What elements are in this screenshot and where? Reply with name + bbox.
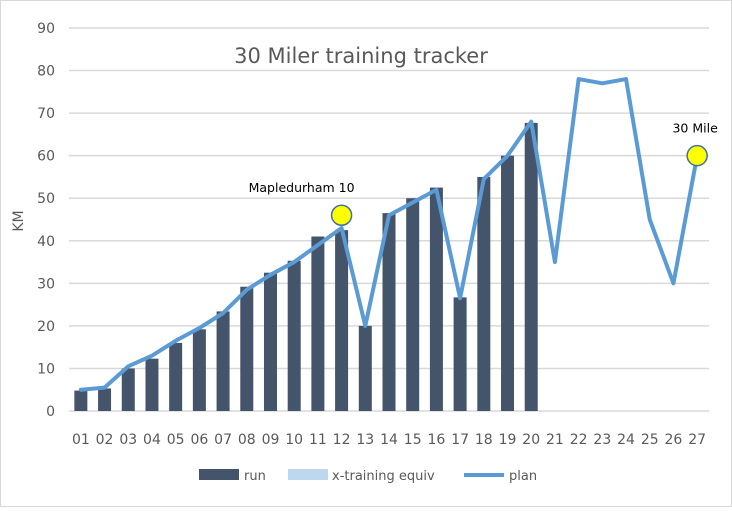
x-tick-label: 16 bbox=[427, 432, 445, 448]
bar-run bbox=[122, 368, 135, 411]
annotation-label: Mapledurham 10 bbox=[249, 180, 355, 195]
bar-run bbox=[288, 261, 301, 411]
x-tick-label: 12 bbox=[333, 432, 351, 448]
bar-run bbox=[359, 326, 372, 411]
x-tick-label: 20 bbox=[522, 432, 540, 448]
bar-run bbox=[169, 343, 182, 411]
bar-run bbox=[193, 329, 206, 411]
x-tick-label: 26 bbox=[665, 432, 683, 448]
y-axis-label: KM bbox=[11, 210, 27, 231]
y-tick-label: 80 bbox=[37, 64, 55, 80]
x-tick-label: 04 bbox=[143, 432, 161, 448]
y-tick-label: 50 bbox=[37, 191, 55, 207]
y-tick-label: 10 bbox=[37, 361, 55, 377]
x-tick-label: 06 bbox=[190, 432, 208, 448]
x-tick-label: 22 bbox=[570, 432, 588, 448]
bar-run bbox=[430, 188, 443, 411]
annotation-marker bbox=[687, 146, 707, 166]
y-tick-label: 0 bbox=[46, 404, 55, 420]
x-tick-label: 23 bbox=[593, 432, 611, 448]
bar-run bbox=[217, 311, 230, 411]
legend-label-run: run bbox=[244, 469, 266, 484]
y-tick-label: 70 bbox=[37, 106, 55, 122]
bar-run bbox=[406, 198, 419, 411]
bar-run bbox=[501, 156, 514, 411]
x-tick-label: 13 bbox=[356, 432, 374, 448]
bar-run bbox=[74, 391, 87, 411]
bar-run bbox=[335, 230, 348, 411]
bar-run bbox=[264, 273, 277, 411]
x-tick-label: 27 bbox=[688, 432, 706, 448]
x-tick-label: 21 bbox=[546, 432, 564, 448]
chart-title: 30 Miler training tracker bbox=[234, 44, 488, 68]
y-tick-label: 20 bbox=[37, 319, 55, 335]
y-tick-label: 90 bbox=[37, 21, 55, 37]
x-tick-label: 08 bbox=[238, 432, 256, 448]
x-tick-label: 25 bbox=[641, 432, 659, 448]
x-tick-label: 24 bbox=[617, 432, 635, 448]
x-tick-label: 19 bbox=[499, 432, 517, 448]
legend-swatch-x-training bbox=[288, 469, 328, 480]
bar-run bbox=[311, 237, 324, 411]
legend-swatch-run bbox=[199, 469, 239, 480]
legend: run x-training equiv plan bbox=[199, 469, 537, 484]
x-tick-label: 09 bbox=[262, 432, 280, 448]
annotation-marker bbox=[332, 205, 352, 225]
x-tick-label: 03 bbox=[119, 432, 137, 448]
x-tick-label: 14 bbox=[380, 432, 398, 448]
y-tick-label: 40 bbox=[37, 234, 55, 250]
legend-label-x-training: x-training equiv bbox=[332, 469, 435, 484]
bar-run bbox=[525, 123, 538, 411]
legend-label-plan: plan bbox=[509, 469, 537, 484]
x-tick-label: 01 bbox=[72, 432, 90, 448]
x-tick-label: 07 bbox=[214, 432, 232, 448]
bar-run bbox=[145, 359, 158, 411]
x-tick-label: 02 bbox=[96, 432, 114, 448]
x-tick-label: 18 bbox=[475, 432, 493, 448]
x-tick-label: 17 bbox=[451, 432, 469, 448]
x-tick-label: 10 bbox=[285, 432, 303, 448]
x-tick-label: 11 bbox=[309, 432, 327, 448]
bar-run bbox=[240, 287, 253, 411]
bar-run bbox=[98, 388, 111, 411]
x-tick-label: 15 bbox=[404, 432, 422, 448]
annotation-label: 30 Mile bbox=[672, 121, 718, 136]
y-tick-label: 60 bbox=[37, 149, 55, 165]
bar-run bbox=[454, 297, 467, 411]
y-tick-label: 30 bbox=[37, 276, 55, 292]
x-tick-label: 05 bbox=[167, 432, 185, 448]
